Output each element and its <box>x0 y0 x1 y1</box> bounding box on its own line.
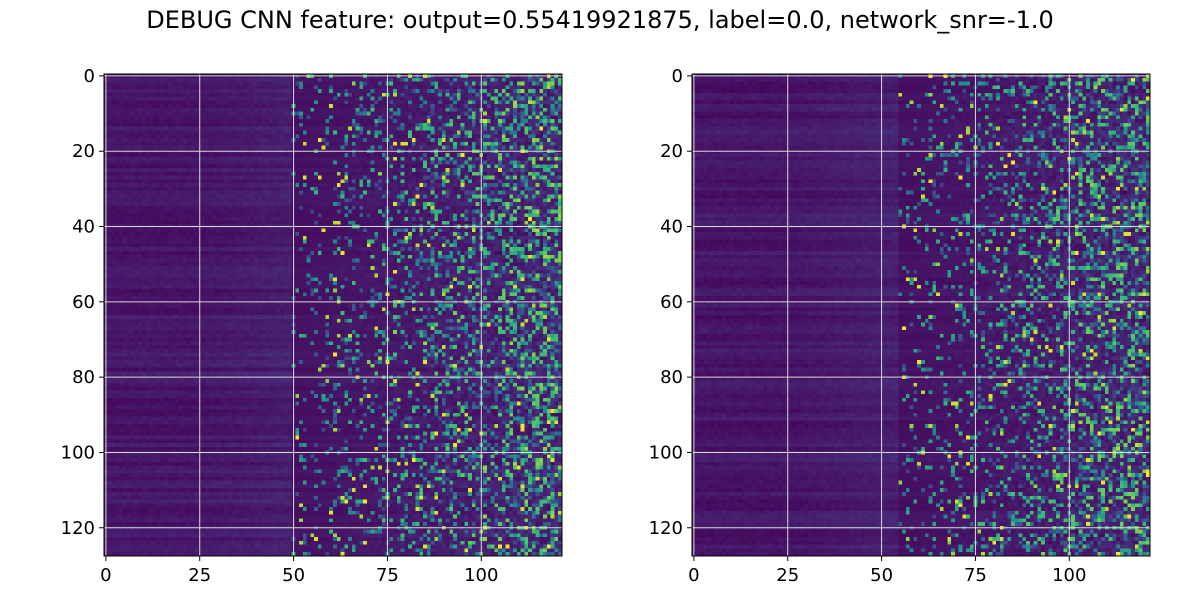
x-tick-label: 100 <box>464 565 498 586</box>
x-tick-label: 0 <box>100 565 111 586</box>
axes-frame-left <box>103 73 563 557</box>
x-tick-label: 75 <box>376 565 399 586</box>
y-tick-label: 20 <box>660 141 683 162</box>
ticks-left: 0 25 50 75 100 0 20 40 60 80 100 120 <box>61 66 499 586</box>
y-tick-label: 60 <box>72 292 95 313</box>
x-tick-label: 50 <box>870 565 893 586</box>
heatmap-panel-left: 0 25 50 75 100 0 20 40 60 80 100 120 <box>61 66 563 586</box>
y-tick-label: 40 <box>72 217 95 238</box>
x-tick-label: 25 <box>776 565 799 586</box>
figure-title: DEBUG CNN feature: output=0.55419921875,… <box>146 6 1054 34</box>
y-tick-label: 80 <box>72 367 95 388</box>
y-tick-label: 20 <box>72 141 95 162</box>
y-tick-label: 0 <box>672 66 683 87</box>
x-tick-label: 50 <box>282 565 305 586</box>
x-tick-label: 100 <box>1052 565 1086 586</box>
heatmap-image-right <box>692 74 1150 556</box>
grid-right <box>692 74 1150 556</box>
axes-frame-right <box>691 73 1151 557</box>
heatmap-panel-right: 0 25 50 75 100 0 20 40 60 80 100 120 <box>649 66 1151 586</box>
heatmap-image-left <box>104 74 562 556</box>
x-tick-label: 75 <box>964 565 987 586</box>
y-tick-label: 120 <box>61 518 95 539</box>
y-tick-label: 0 <box>84 66 95 87</box>
y-tick-label: 80 <box>660 367 683 388</box>
x-tick-label: 25 <box>188 565 211 586</box>
ticks-right: 0 25 50 75 100 0 20 40 60 80 100 120 <box>649 66 1087 586</box>
y-tick-label: 100 <box>649 442 683 463</box>
y-tick-label: 120 <box>649 518 683 539</box>
y-tick-label: 100 <box>61 442 95 463</box>
y-tick-label: 40 <box>660 217 683 238</box>
y-tick-label: 60 <box>660 292 683 313</box>
x-tick-label: 0 <box>688 565 699 586</box>
grid-left <box>104 74 562 556</box>
